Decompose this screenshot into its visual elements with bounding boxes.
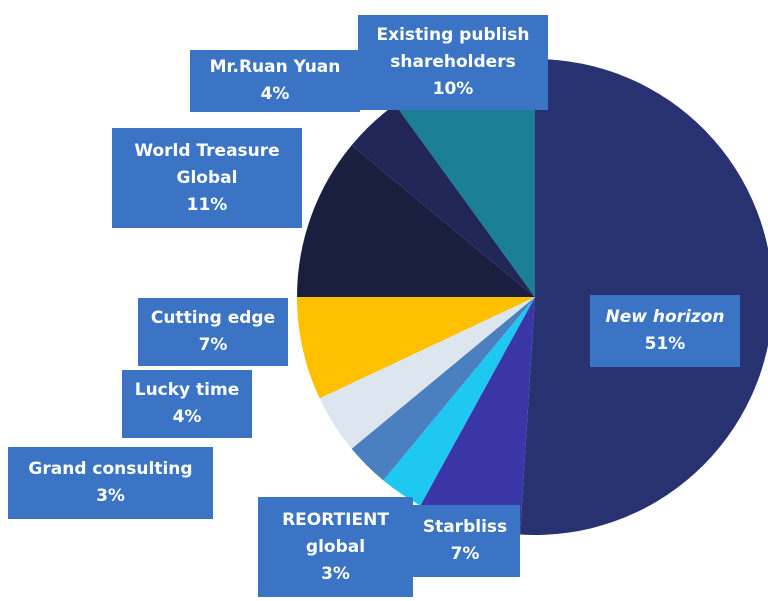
category-label: New horizon [605, 307, 725, 327]
category-label: Lucky time [134, 380, 240, 400]
pie-slice [420, 297, 535, 535]
value-label: 3% [96, 486, 125, 506]
value-label: 4% [172, 407, 202, 427]
data-label: Grand consulting 3% [8, 447, 213, 519]
category-label: Existing publish shareholders [376, 25, 530, 72]
pie-slice [297, 145, 535, 297]
pie-slice [319, 297, 535, 449]
data-label: Mr.Ruan Yuan 4% [190, 50, 360, 112]
value-label: 7% [198, 335, 228, 355]
data-label: REORTIENT global 3% [258, 497, 413, 597]
data-label: New horizon 51% [590, 295, 740, 367]
value-label: 51% [644, 334, 686, 354]
value-label: 11% [186, 194, 228, 215]
pie-slice [383, 297, 535, 506]
value-label: 10% [432, 79, 474, 99]
data-label: Starbliss 7% [410, 505, 520, 577]
pie-slice [395, 59, 535, 297]
data-label: Existing publish shareholders 10% [358, 15, 548, 110]
data-label: Lucky time 4% [122, 370, 252, 438]
category-label: Starbliss [422, 517, 508, 537]
data-label: World Treasure Global 11% [112, 128, 302, 228]
data-label: Cutting edge 7% [138, 298, 288, 366]
category-label: Mr.Ruan Yuan [209, 57, 341, 77]
pie-slice [297, 297, 535, 399]
pie-slice [351, 297, 535, 481]
category-label: Cutting edge [150, 308, 276, 328]
category-label: Grand consulting [28, 459, 193, 479]
category-label: World Treasure Global [134, 140, 280, 188]
value-label: 7% [450, 544, 480, 564]
value-label: 4% [260, 84, 290, 104]
value-label: 3% [321, 563, 350, 584]
pie-slice [351, 104, 535, 298]
category-label: REORTIENT global [282, 509, 389, 557]
